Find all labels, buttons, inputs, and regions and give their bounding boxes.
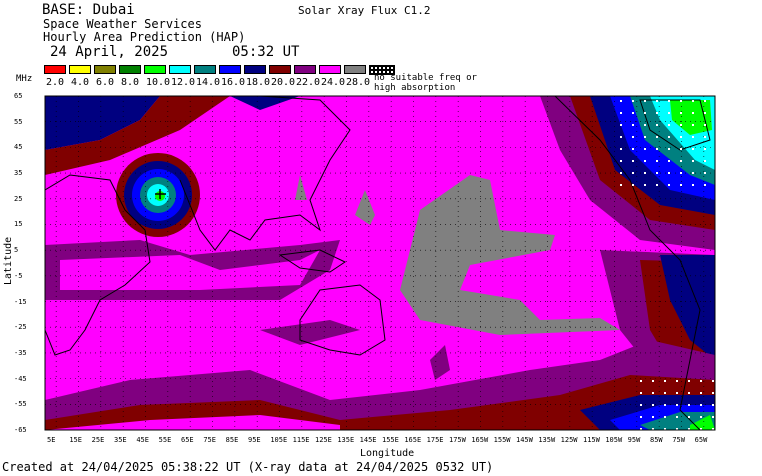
- longitude-tick: 135W: [538, 436, 556, 444]
- legend-swatch: [244, 65, 266, 74]
- legend-swatch: [69, 65, 91, 74]
- legend-label: 4.0: [71, 77, 90, 88]
- longitude-tick: 85E: [225, 436, 239, 444]
- legend-label: 22.0: [296, 77, 321, 88]
- region-20mhz-west: [45, 96, 230, 175]
- legend-label: 28.0: [346, 77, 371, 88]
- longitude-tick: 175W: [449, 436, 466, 444]
- high-absorption-label: high absorption: [374, 83, 456, 93]
- service-name: Space Weather Services: [43, 17, 202, 31]
- latitude-tick: 45: [14, 143, 23, 152]
- longitude-tick: 15E: [69, 436, 82, 444]
- region-18mhz-se: [660, 255, 715, 360]
- longitude-tick: 155E: [382, 436, 399, 444]
- longitude-tick: 85W: [650, 436, 663, 444]
- longitude-label: Longitude: [360, 448, 415, 459]
- base-title: BASE: Dubai: [42, 2, 135, 18]
- created-timestamp: Created at 24/04/2025 05:38:22 UT (X-ray…: [2, 460, 494, 474]
- legend-swatch: [44, 65, 66, 74]
- region-28mhz-asia: [295, 175, 307, 200]
- legend-swatch: [269, 65, 291, 74]
- legend-swatch: [219, 65, 241, 74]
- legend-label: 14.0: [196, 77, 221, 88]
- region-28mhz-pacific: [400, 175, 620, 335]
- longitude-tick: 75E: [203, 436, 216, 444]
- longitude-tick: 145E: [359, 436, 377, 444]
- legend-swatch: [144, 65, 166, 74]
- latitude-tick: 15: [14, 220, 23, 229]
- longitude-tick: 5E: [47, 436, 56, 444]
- longitude-tick: 35E: [114, 436, 127, 444]
- legend-label: 8.0: [121, 77, 140, 88]
- legend-swatch: [319, 65, 341, 74]
- legend-label: 6.0: [96, 77, 115, 88]
- xray-flux: Solar Xray Flux C1.2: [298, 4, 431, 17]
- legend-swatch: [94, 65, 116, 74]
- longitude-tick: 145W: [516, 436, 533, 444]
- region-22mhz-streak: [260, 320, 360, 345]
- longitude-tick: 55E: [158, 436, 172, 444]
- map-frame: [44, 95, 716, 431]
- longitude-tick: 105W: [605, 436, 623, 444]
- latitude-tick: 35: [14, 169, 23, 178]
- legend-swatch: [119, 65, 141, 74]
- region-10mhz-east: [670, 100, 712, 135]
- station-marker: [155, 189, 166, 199]
- legend-label: 18.0: [246, 77, 271, 88]
- latitude-tick: -45: [14, 374, 27, 383]
- longitude-tick: 165W: [471, 436, 489, 444]
- longitude-tick: 95W: [627, 436, 641, 444]
- longitude-tick: 65E: [181, 436, 194, 444]
- region-28mhz-small: [355, 190, 375, 225]
- longitude-tick: 155W: [493, 436, 511, 444]
- legend-swatch: [194, 65, 216, 74]
- legend-label: 16.0: [221, 77, 246, 88]
- latitude-tick: 55: [14, 117, 23, 126]
- legend-unit: MHz: [16, 74, 33, 84]
- longitude-tick: 125W: [560, 436, 578, 444]
- longitude-tick: 115E: [292, 436, 310, 444]
- legend-swatch: [294, 65, 316, 74]
- no-suitable-label: no suitable freq or: [374, 73, 477, 83]
- latitude-tick: -35: [14, 348, 27, 357]
- region-24mhz-equator: [60, 250, 320, 290]
- latitude-tick: -55: [14, 400, 27, 409]
- legend-swatch: [344, 65, 366, 74]
- longitude-tick: 105E: [270, 436, 288, 444]
- no-suitable-swatch: [369, 65, 395, 75]
- legend-swatch: [169, 65, 191, 74]
- longitude-tick: 25E: [91, 436, 105, 444]
- latitude-tick: 25: [14, 194, 23, 203]
- latitude-tick: 5: [14, 246, 19, 255]
- longitude-tick: 125E: [315, 436, 332, 444]
- latitude-tick: -15: [14, 297, 27, 306]
- legend-label: 12.0: [171, 77, 196, 88]
- longitude-tick: 65W: [694, 436, 708, 444]
- legend-label: 20.0: [271, 77, 296, 88]
- longitude-tick: 75W: [672, 436, 685, 444]
- latitude-tick: -25: [14, 323, 27, 332]
- latitude-tick: -65: [14, 426, 27, 434]
- longitude-tick: 45E: [136, 436, 149, 444]
- forecast-time: 05:32 UT: [232, 44, 300, 60]
- longitude-tick: 115W: [583, 436, 600, 444]
- region-22mhz-island: [430, 345, 450, 380]
- latitude-tick: 65: [14, 92, 23, 100]
- product-name: Hourly Area Prediction (HAP): [43, 30, 246, 44]
- longitude-tick: 135E: [337, 436, 355, 444]
- latitude-tick: -5: [14, 271, 23, 280]
- legend-label: 2.0: [46, 77, 65, 88]
- region-18mhz-west: [45, 96, 160, 150]
- legend-label: 10.0: [146, 77, 171, 88]
- region-24mhz-south: [45, 415, 340, 430]
- forecast-date: 24 April, 2025: [50, 44, 169, 60]
- legend-label: 24.0: [321, 77, 346, 88]
- longitude-tick: 95E: [248, 436, 261, 444]
- longitude-tick: 165E: [404, 436, 422, 444]
- latitude-label: Latitude: [3, 236, 14, 285]
- longitude-tick: 175E: [426, 436, 444, 444]
